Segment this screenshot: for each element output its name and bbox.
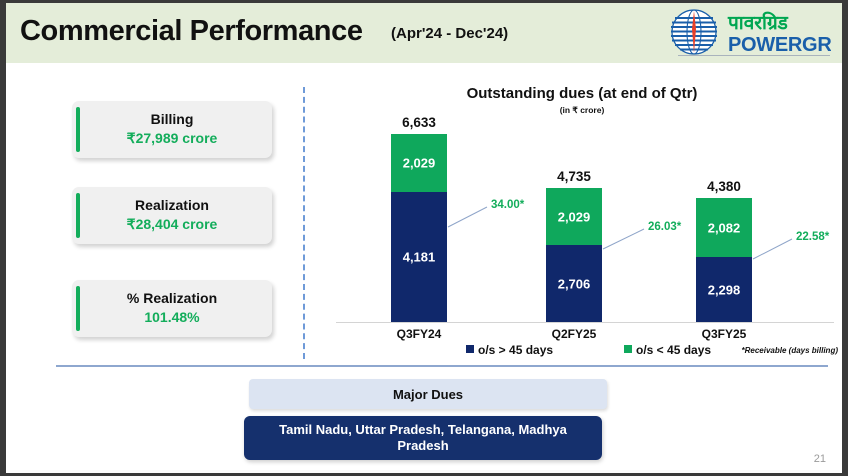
chart-footnote: *Receivable (days billing)	[741, 346, 838, 355]
bar-group-q3fy24: 2,029 4,181	[391, 134, 447, 322]
x-axis-line	[336, 322, 834, 323]
chart-plot-area: 2,029 4,181 6,633 Q3FY24 34.00* 2,029 2,706 4,7…	[336, 115, 834, 341]
bar-total-label: 4,380	[707, 179, 741, 194]
bar-segment-os-gt-45[interactable]: 2,298	[696, 257, 752, 322]
header-period-label: (Apr'24 - Dec'24)	[391, 25, 509, 42]
bar-segment-os-gt-45[interactable]: 4,181	[391, 192, 447, 322]
bar-total-label: 4,735	[557, 169, 591, 184]
x-axis-tick-q2fy25: Q2FY25	[551, 327, 597, 341]
bar-group-q2fy25: 2,029 2,706	[546, 188, 602, 322]
kpi-card-value: 101.48%	[144, 309, 200, 325]
globe-icon	[671, 9, 717, 55]
receivable-days-annotation: 22.58*	[796, 231, 830, 243]
bar-segment-label: 2,706	[557, 276, 591, 291]
bar-segment-label: 4,181	[402, 249, 436, 265]
x-axis-tick-q3fy25: Q3FY25	[701, 327, 747, 341]
page-title: Commercial Performance	[20, 15, 363, 47]
slide-header: Commercial Performance (Apr'24 - Dec'24)	[6, 3, 842, 63]
logo-hindi-text: पावरग्रिड	[727, 11, 789, 34]
legend-swatch-green	[624, 345, 632, 353]
powergrid-logo: पावरग्रिड POWERGRID	[666, 7, 842, 59]
bar-segment-os-gt-45[interactable]: 2,706	[546, 245, 602, 322]
kpi-card-billing[interactable]: Billing ₹27,989 crore	[72, 101, 272, 158]
chart-subtitle: (in ₹ crore)	[559, 105, 605, 115]
bar-segment-label: 2,298	[707, 282, 741, 297]
logo-english-text: POWERGRID	[728, 34, 831, 56]
legend-item-os-gt-45[interactable]: o/s > 45 days	[466, 343, 553, 357]
chart-title: Outstanding dues (at end of Qtr)	[466, 85, 698, 102]
major-dues-heading[interactable]: Major Dues	[249, 379, 607, 409]
kpi-card-title: Realization	[135, 197, 209, 213]
x-axis-tick-q3fy24: Q3FY24	[396, 327, 442, 341]
bar-segment-label: 2,082	[707, 220, 741, 235]
kpi-card-value: ₹27,989 crore	[126, 130, 218, 146]
receivable-days-annotation: 34.00*	[491, 199, 525, 211]
bar-segment-os-lt-45[interactable]: 2,029	[391, 134, 447, 192]
bar-segment-label: 2,029	[402, 155, 436, 171]
chart-legend: o/s > 45 days o/s < 45 days *Receivable …	[466, 343, 838, 361]
bar-segment-os-lt-45[interactable]: 2,029	[546, 188, 602, 245]
annotation-leader-lines	[447, 206, 793, 260]
vertical-dashed-divider	[303, 87, 305, 359]
legend-swatch-navy	[466, 345, 474, 353]
outstanding-dues-chart: Outstanding dues (at end of Qtr) (in ₹ c…	[326, 81, 838, 363]
receivable-days-annotation: 26.03*	[648, 221, 682, 233]
logo-underline	[678, 55, 830, 56]
kpi-card-value: ₹28,404 crore	[126, 216, 218, 232]
kpi-card-realization[interactable]: Realization ₹28,404 crore	[72, 187, 272, 244]
bar-total-label: 6,633	[402, 115, 436, 130]
legend-item-os-lt-45[interactable]: o/s < 45 days	[624, 343, 711, 357]
kpi-card-title: Billing	[150, 111, 194, 127]
kpi-card-title: % Realization	[126, 290, 218, 306]
card-accent-bar	[76, 286, 80, 331]
kpi-card-percent-realization[interactable]: % Realization 101.48%	[72, 280, 272, 337]
legend-label: o/s > 45 days	[478, 343, 554, 357]
legend-label: o/s < 45 days	[636, 343, 712, 357]
major-dues-states-label: Tamil Nadu, Uttar Pradesh, Telangana, Ma…	[279, 421, 567, 453]
major-dues-heading-label: Major Dues	[392, 386, 464, 402]
major-dues-states-box[interactable]: Tamil Nadu, Uttar Pradesh, Telangana, Ma…	[244, 416, 602, 460]
card-accent-bar	[76, 107, 80, 152]
card-accent-bar	[76, 193, 80, 238]
horizontal-divider	[56, 365, 828, 367]
bar-segment-label: 2,029	[557, 209, 591, 224]
bar-group-q3fy25: 2,082 2,298	[696, 198, 752, 322]
bar-segment-os-lt-45[interactable]: 2,082	[696, 198, 752, 257]
page-number: 21	[813, 453, 826, 465]
